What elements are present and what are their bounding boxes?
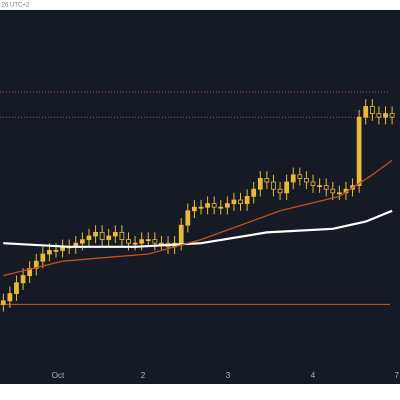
candle-body — [383, 113, 388, 118]
candle-body — [310, 181, 316, 186]
x-tick-label: 2 — [141, 371, 146, 380]
candle-body — [238, 199, 243, 204]
candle-body — [53, 249, 59, 252]
candle-body — [264, 177, 270, 183]
candle-body — [251, 188, 257, 197]
candle-body — [290, 174, 296, 183]
candle-body — [304, 177, 309, 183]
candle-body — [0, 300, 6, 305]
candle-body — [205, 203, 210, 208]
candle-body — [86, 235, 92, 240]
x-tick-label: 4 — [311, 371, 316, 380]
candle-body — [363, 106, 369, 118]
candle-body — [7, 293, 13, 302]
candle-body — [27, 267, 33, 276]
candle-body — [323, 185, 329, 190]
candle-body — [297, 174, 303, 179]
moving-average — [3, 159, 393, 277]
candle-body — [14, 282, 19, 294]
candle-body — [218, 206, 224, 209]
candle-body — [336, 192, 342, 195]
candle-body — [20, 275, 26, 284]
candle-body — [376, 113, 382, 118]
candle-body — [192, 206, 197, 212]
candle-body — [231, 199, 237, 204]
candle-body — [198, 206, 204, 209]
candle-body — [284, 181, 290, 194]
candle-body — [244, 195, 250, 204]
candle-body — [40, 253, 46, 262]
candle-body — [112, 231, 118, 237]
candle-body — [317, 185, 322, 188]
x-tick-label: 7 — [394, 371, 399, 380]
candle-body — [126, 239, 131, 244]
candle-body — [369, 106, 375, 115]
candle-body — [79, 239, 85, 244]
candle-body — [33, 260, 39, 269]
candle-body — [389, 113, 395, 118]
candle-body — [106, 235, 112, 240]
moving-average — [3, 209, 393, 248]
candle-body — [159, 242, 164, 245]
candle-body — [277, 188, 283, 194]
timezone-label: :26 UTC+2 — [0, 3, 30, 9]
candle-body — [224, 203, 230, 208]
candle-body — [356, 116, 362, 186]
candle-body — [93, 231, 98, 237]
candle-body — [99, 231, 105, 240]
chart-background — [0, 10, 400, 384]
candle-body — [257, 177, 263, 190]
candle-body — [330, 188, 336, 194]
candle-body — [152, 239, 158, 244]
candle-body — [178, 224, 184, 244]
x-tick-label: Oct — [52, 371, 65, 380]
candle-body — [47, 249, 52, 255]
candle-body — [145, 239, 151, 242]
candle-body — [185, 210, 191, 226]
x-tick-label: 3 — [226, 371, 231, 380]
candle-body — [211, 203, 217, 208]
candle-body — [132, 242, 138, 245]
candle-body — [139, 239, 145, 244]
candle-body — [119, 231, 125, 240]
candle-body — [271, 181, 276, 190]
